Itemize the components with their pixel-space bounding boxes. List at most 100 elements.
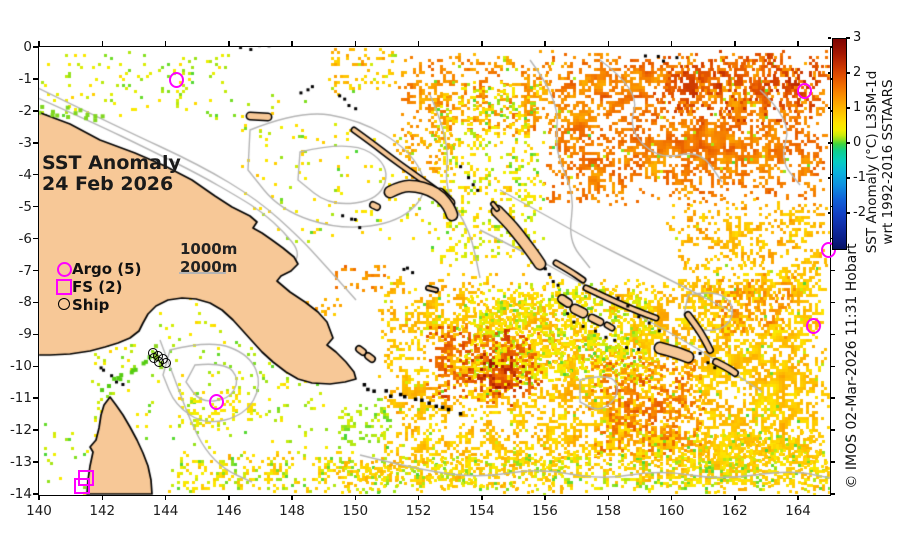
x-axis-tick-top xyxy=(354,41,356,46)
colorbar-tick xyxy=(846,177,850,179)
x-axis-tick-top xyxy=(544,41,546,46)
colorbar-tick xyxy=(846,107,850,109)
colorbar-tick-left xyxy=(828,107,831,109)
y-axis-tick-left xyxy=(33,173,38,176)
y-tick-label: -8 xyxy=(18,294,32,311)
colorbar-tick xyxy=(846,212,850,214)
x-axis-tick-top xyxy=(101,41,103,46)
y-axis-tick-left xyxy=(33,493,38,495)
contour-sample-line xyxy=(179,272,226,274)
colorbar-tick xyxy=(846,142,850,144)
legend-fs-label: FS (2) xyxy=(72,278,123,296)
colorbar-tick-left xyxy=(828,72,831,74)
colorbar-title-line2: wrt 1992-2016 SSTAARS xyxy=(880,79,896,245)
y-axis-tick-left xyxy=(33,110,38,112)
y-tick-label: -3 xyxy=(18,134,32,151)
colorbar-tick xyxy=(846,72,850,74)
y-tick-label: 0 xyxy=(23,39,32,55)
x-tick-label: 164 xyxy=(785,503,811,519)
x-axis-tick-bottom xyxy=(354,495,356,500)
colorbar-tick-label: -2 xyxy=(853,205,866,220)
y-axis-tick-left xyxy=(33,461,38,463)
y-axis-tick-right xyxy=(830,301,835,304)
x-tick-label: 144 xyxy=(152,503,179,519)
x-axis-tick-top xyxy=(481,41,483,46)
x-tick-label: 146 xyxy=(215,503,242,519)
x-tick-label: 140 xyxy=(26,503,52,519)
x-tick-label: 142 xyxy=(89,503,116,519)
colorbar-tick-left xyxy=(828,212,831,214)
y-axis-tick-left xyxy=(33,269,38,272)
plot-title: SST Anomaly 24 Feb 2026 xyxy=(42,153,181,195)
y-axis-tick-left xyxy=(33,237,38,240)
legend-argo-label: Argo (5) xyxy=(72,260,142,278)
x-axis-tick-bottom xyxy=(734,495,736,500)
argo-marker xyxy=(797,82,813,99)
colorbar-tick-label: 1 xyxy=(853,100,862,115)
argo-marker xyxy=(169,72,185,89)
colorbar-tick-left xyxy=(828,142,831,144)
fs-marker xyxy=(74,478,91,495)
colorbar xyxy=(832,38,847,250)
x-tick-label: 152 xyxy=(405,503,432,519)
y-axis-tick-left xyxy=(33,429,38,431)
contour-label-1000m: 1000m xyxy=(180,240,238,258)
x-axis-tick-bottom xyxy=(417,495,420,500)
y-tick-label: -9 xyxy=(18,326,32,343)
legend-ship-label: Ship xyxy=(72,296,110,314)
colorbar-tick-label: 0 xyxy=(853,135,862,150)
copyright-text: © IMOS 02-Mar-2026 11:31 Hobart xyxy=(844,243,860,489)
y-axis-tick-left xyxy=(33,142,38,144)
ship-marker xyxy=(148,353,159,364)
x-tick-label: 158 xyxy=(595,503,622,519)
x-tick-label: 162 xyxy=(721,503,748,519)
colorbar-tick-left xyxy=(828,177,831,179)
x-axis-tick-bottom xyxy=(164,495,167,500)
x-axis-tick-top xyxy=(291,41,293,46)
y-tick-label: -5 xyxy=(18,198,32,215)
y-axis-tick-left xyxy=(33,78,38,80)
legend-ship-icon xyxy=(58,298,70,310)
argo-marker xyxy=(806,317,822,334)
argo-marker xyxy=(209,394,225,411)
y-tick-label: -4 xyxy=(18,166,32,183)
y-axis-tick-right xyxy=(830,461,835,463)
x-axis-tick-bottom xyxy=(228,495,230,500)
y-axis-tick-right xyxy=(830,397,835,399)
colorbar-tick-left xyxy=(828,37,831,39)
y-axis-tick-right xyxy=(830,269,835,272)
y-tick-label: -7 xyxy=(18,262,32,279)
y-axis-tick-left xyxy=(33,46,38,48)
y-axis-tick-left xyxy=(33,333,38,336)
x-axis-tick-bottom xyxy=(797,495,799,500)
plot-title-line2: 24 Feb 2026 xyxy=(42,173,174,195)
y-axis-tick-right xyxy=(830,333,835,336)
x-axis-tick-bottom xyxy=(101,495,103,500)
y-tick-label: -6 xyxy=(18,230,32,247)
colorbar-tick-label: -1 xyxy=(853,170,866,185)
y-axis-tick-left xyxy=(33,205,38,208)
x-tick-label: 154 xyxy=(468,503,495,519)
x-axis-tick-top xyxy=(797,41,799,46)
plot-title-line1: SST Anomaly xyxy=(42,152,181,174)
x-axis-tick-top xyxy=(38,41,40,46)
y-tick-label: -13 xyxy=(9,454,32,471)
x-tick-label: 150 xyxy=(342,503,369,519)
x-axis-tick-top xyxy=(670,41,673,46)
y-tick-label: -14 xyxy=(9,486,32,503)
x-axis-tick-top xyxy=(607,41,609,46)
legend-argo-icon xyxy=(57,262,72,277)
x-axis-tick-top xyxy=(417,41,420,46)
y-tick-label: -10 xyxy=(9,358,32,375)
y-axis-tick-right xyxy=(830,429,835,431)
y-axis-tick-right xyxy=(830,493,835,495)
x-axis-tick-bottom xyxy=(481,495,483,500)
x-axis-tick-top xyxy=(164,41,167,46)
x-axis-tick-bottom xyxy=(291,495,293,500)
y-axis-tick-right xyxy=(830,365,835,368)
y-axis-tick-left xyxy=(33,301,38,304)
y-tick-label: -1 xyxy=(18,70,32,87)
colorbar-tick-label: 3 xyxy=(853,30,862,45)
